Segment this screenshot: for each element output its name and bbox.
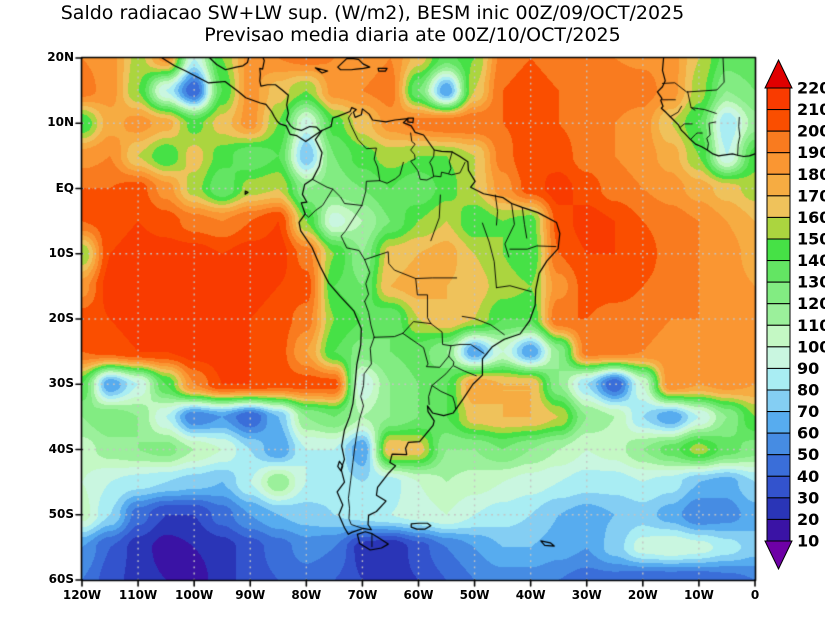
x-tick-label: 40W xyxy=(515,588,546,602)
y-tick-label: 10S xyxy=(48,245,74,260)
colorbar-label: 90 xyxy=(797,359,819,378)
x-tick-label: 10W xyxy=(683,588,714,602)
colorbar-label: 30 xyxy=(797,488,819,507)
colorbar-label: 40 xyxy=(797,467,819,486)
colorbar-label: 50 xyxy=(797,445,819,464)
colorbar-band xyxy=(766,432,791,456)
colorbar-band xyxy=(766,324,791,348)
y-tick-label: 60S xyxy=(48,572,74,586)
colorbar-band xyxy=(766,367,791,391)
colorbar-label: 160 xyxy=(797,208,825,227)
x-tick-label: 0 xyxy=(750,588,760,602)
x-tick-label: 100W xyxy=(175,588,214,602)
colorbar-band xyxy=(766,518,791,542)
colorbar-band xyxy=(766,173,791,197)
x-tick-label: 70W xyxy=(347,588,378,602)
x-tick-label: 60W xyxy=(403,588,434,602)
colorbar-label: 140 xyxy=(797,251,825,270)
colorbar-label: 60 xyxy=(797,424,819,443)
x-tick-label: 20W xyxy=(627,588,658,602)
colorbar-label: 100 xyxy=(797,337,825,356)
y-tick-label: 10N xyxy=(47,115,74,130)
colorbar-band xyxy=(766,497,791,520)
colorbar-band xyxy=(766,152,791,175)
colorbar-label: 120 xyxy=(797,294,825,313)
colorbar-band xyxy=(766,475,791,499)
colorbar-label: 190 xyxy=(797,143,825,162)
y-tick-label: 20S xyxy=(48,311,74,325)
x-tick-label: 90W xyxy=(235,588,266,602)
colorbar-label: 130 xyxy=(797,273,825,292)
colorbar-scale: 220 210 200 190 180 170 160 150 140 130 120 110 100 9… xyxy=(764,58,825,571)
colorbar-band xyxy=(766,260,791,283)
colorbar-label: 80 xyxy=(797,381,819,400)
colorbar-label: 150 xyxy=(797,230,825,249)
x-tick-label: 110W xyxy=(118,588,158,602)
colorbar-band xyxy=(766,238,791,262)
colorbar-label: 70 xyxy=(797,402,819,421)
x-tick-label: 80W xyxy=(291,588,322,602)
colorbar-label: 10 xyxy=(797,532,819,551)
x-tick-label: 30W xyxy=(571,588,602,602)
colorbar-band xyxy=(766,346,791,369)
colorbar-label: 200 xyxy=(797,122,825,141)
colorbar-label: 20 xyxy=(797,510,819,529)
colorbar-label: 170 xyxy=(797,186,825,205)
x-tick-label: 120W xyxy=(62,588,102,602)
y-tick-label: 20N xyxy=(47,50,74,64)
colorbar-band xyxy=(766,109,791,132)
colorbar-band xyxy=(766,454,791,477)
colorbar-band xyxy=(766,389,791,413)
colorbar-band xyxy=(766,195,791,218)
colorbar-band xyxy=(766,130,791,154)
y-tick-label: EQ xyxy=(55,180,74,195)
colorbar-label: 110 xyxy=(797,316,825,335)
colorbar-band xyxy=(766,216,791,240)
colorbar-band xyxy=(766,411,791,434)
x-tick-label: 50W xyxy=(459,588,490,602)
colorbar-arrow xyxy=(764,540,793,571)
colorbar-band xyxy=(766,87,791,111)
colorbar-band xyxy=(766,303,791,326)
colorbar: 220 210 200 190 180 170 160 150 140 130 120 110 100 9… xyxy=(763,58,825,583)
colorbar-label: 220 xyxy=(797,79,825,98)
colorbar-label: 210 xyxy=(797,100,825,119)
y-tick-label: 50S xyxy=(48,506,74,521)
y-tick-label: 40S xyxy=(48,441,74,456)
y-tick-label: 30S xyxy=(48,376,74,391)
colorbar-band xyxy=(766,281,791,305)
colorbar-label: 180 xyxy=(797,165,825,184)
colorbar-arrow xyxy=(764,58,793,89)
